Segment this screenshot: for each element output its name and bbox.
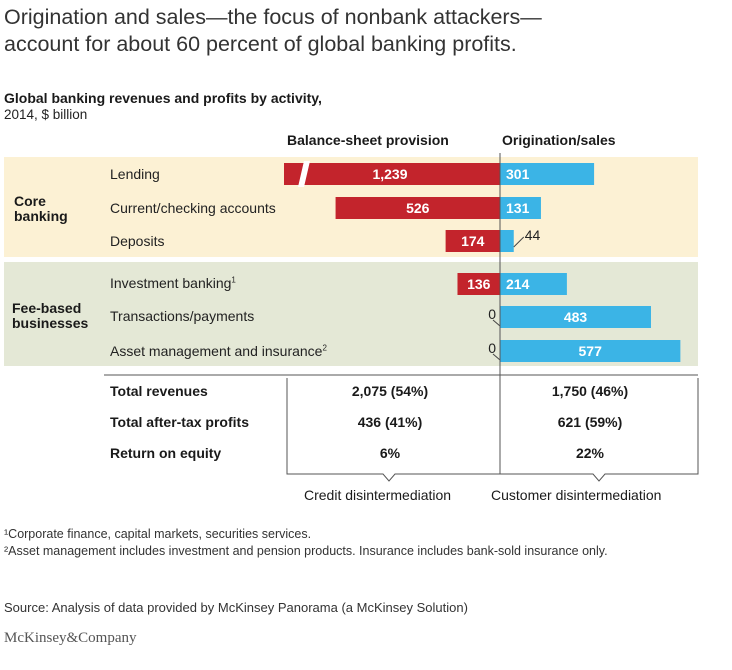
balance-zero-leader-4: [492, 319, 501, 327]
origination-value-label-2: 44: [525, 227, 541, 243]
balance-bar-0: [284, 163, 500, 185]
balance-zero-leader-5: [492, 353, 501, 361]
origination-value-label-3: 214: [506, 276, 530, 292]
origination-value-label-0: 301: [506, 166, 530, 182]
company-logo: McKinsey&Company: [4, 630, 137, 646]
balance-bar-2: [445, 230, 500, 252]
origination-bar-4: [500, 306, 651, 328]
balance-bar-3: [457, 273, 500, 295]
chart-title: Origination and sales—the focus of nonba…: [4, 4, 724, 58]
balance-value-label-0: 1,239: [372, 166, 407, 182]
group-label-core-line1: Core: [14, 193, 46, 209]
balance-value-label-3: 136: [467, 276, 491, 292]
origination-bar-2: [500, 230, 514, 252]
group-label-fee-line2: businesses: [12, 315, 89, 331]
chart-subline: 2014, $ billion: [4, 107, 88, 122]
row-label-transactions: Transactions/payments: [110, 308, 255, 324]
balance-value-label-1: 526: [406, 200, 430, 216]
group-label-core: Core banking: [14, 194, 68, 224]
total-value-profits-balance: 436 (41%): [357, 414, 423, 430]
total-value-revenues-origination: 1,750 (46%): [551, 383, 629, 399]
origination-bar-0: [500, 163, 595, 185]
total-label-profits: Total after-tax profits: [110, 414, 249, 430]
axis-break-mark-0: [298, 161, 310, 187]
total-value-roe-origination: 22%: [575, 445, 605, 461]
balance-value-label-4: 0: [488, 306, 496, 322]
title-line-2: account for about 60 percent of global b…: [4, 32, 517, 56]
total-value-profits-origination: 621 (59%): [557, 414, 623, 430]
origination-value-label-4: 483: [564, 309, 588, 325]
group-label-core-line2: banking: [14, 208, 68, 224]
row-label-checking: Current/checking accounts: [110, 200, 276, 216]
total-value-roe-balance: 6%: [379, 445, 401, 461]
balance-value-label-5: 0: [488, 340, 496, 356]
title-line-1: Origination and sales—the focus of nonba…: [4, 5, 542, 29]
origination-bar-5: [500, 340, 681, 362]
group-label-fee: Fee-based businesses: [12, 301, 88, 331]
origination-value-label-5: 577: [579, 343, 603, 359]
footnote-2: ²Asset management includes investment an…: [4, 544, 608, 558]
origination-bar-1: [500, 197, 541, 219]
origination-bar-3: [500, 273, 567, 295]
source-note: Source: Analysis of data provided by McK…: [4, 600, 468, 615]
balance-bar-1: [335, 197, 500, 219]
total-label-roe: Return on equity: [110, 445, 222, 461]
row-label-investment-banking: Investment banking1: [110, 275, 236, 291]
row-label-deposits: Deposits: [110, 233, 165, 249]
bracket-credit: [286, 378, 500, 482]
total-value-revenues-balance: 2,075 (54%): [351, 383, 429, 399]
bracket-label-credit: Credit disintermediation: [304, 487, 452, 503]
bracket-customer: [500, 378, 699, 482]
row-label-asset-management: Asset management and insurance2: [110, 343, 327, 359]
column-header-balance-sheet: Balance-sheet provision: [287, 132, 449, 148]
footnote-1: ¹Corporate finance, capital markets, sec…: [4, 527, 312, 541]
balance-value-label-2: 174: [461, 233, 485, 249]
origination-value-label-1: 131: [506, 200, 530, 216]
bracket-label-customer: Customer disintermediation: [491, 487, 662, 503]
row-label-lending: Lending: [110, 166, 160, 182]
origination-leader-2: [513, 236, 525, 248]
chart-subtitle: Global banking revenues and profits by a…: [4, 90, 322, 106]
total-label-revenues: Total revenues: [110, 383, 208, 399]
group-label-fee-line1: Fee-based: [12, 300, 82, 316]
column-header-origination: Origination/sales: [502, 132, 616, 148]
